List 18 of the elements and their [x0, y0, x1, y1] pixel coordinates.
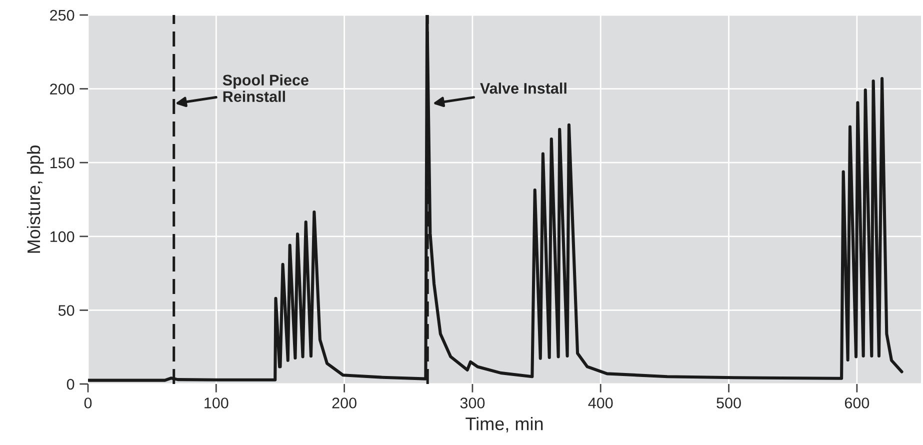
- y-tick-label: 0: [66, 378, 74, 390]
- y-tick-label: 100: [50, 231, 74, 242]
- x-axis-title: Time, min: [466, 416, 543, 432]
- y-tick-label: 200: [50, 84, 74, 94]
- annotation: Valve Install: [480, 82, 566, 94]
- y-tick-label: 50: [58, 305, 74, 316]
- y-tick-label: 150: [50, 157, 74, 168]
- line-series: [88, 15, 904, 382]
- x-tick-label: 400: [588, 398, 613, 408]
- x-tick-label: 200: [332, 398, 356, 408]
- y-axis-title: Moisture, ppb: [26, 146, 44, 253]
- x-tick-label: 300: [460, 398, 485, 408]
- y-tick-label: 250: [50, 10, 74, 21]
- x-tick-label: 0: [84, 398, 92, 408]
- annotation: Spool Piece Reinstall: [222, 74, 308, 102]
- x-tick-label: 100: [204, 398, 228, 408]
- x-tick-label: 600: [844, 398, 870, 408]
- x-tick-label: 500: [716, 398, 741, 408]
